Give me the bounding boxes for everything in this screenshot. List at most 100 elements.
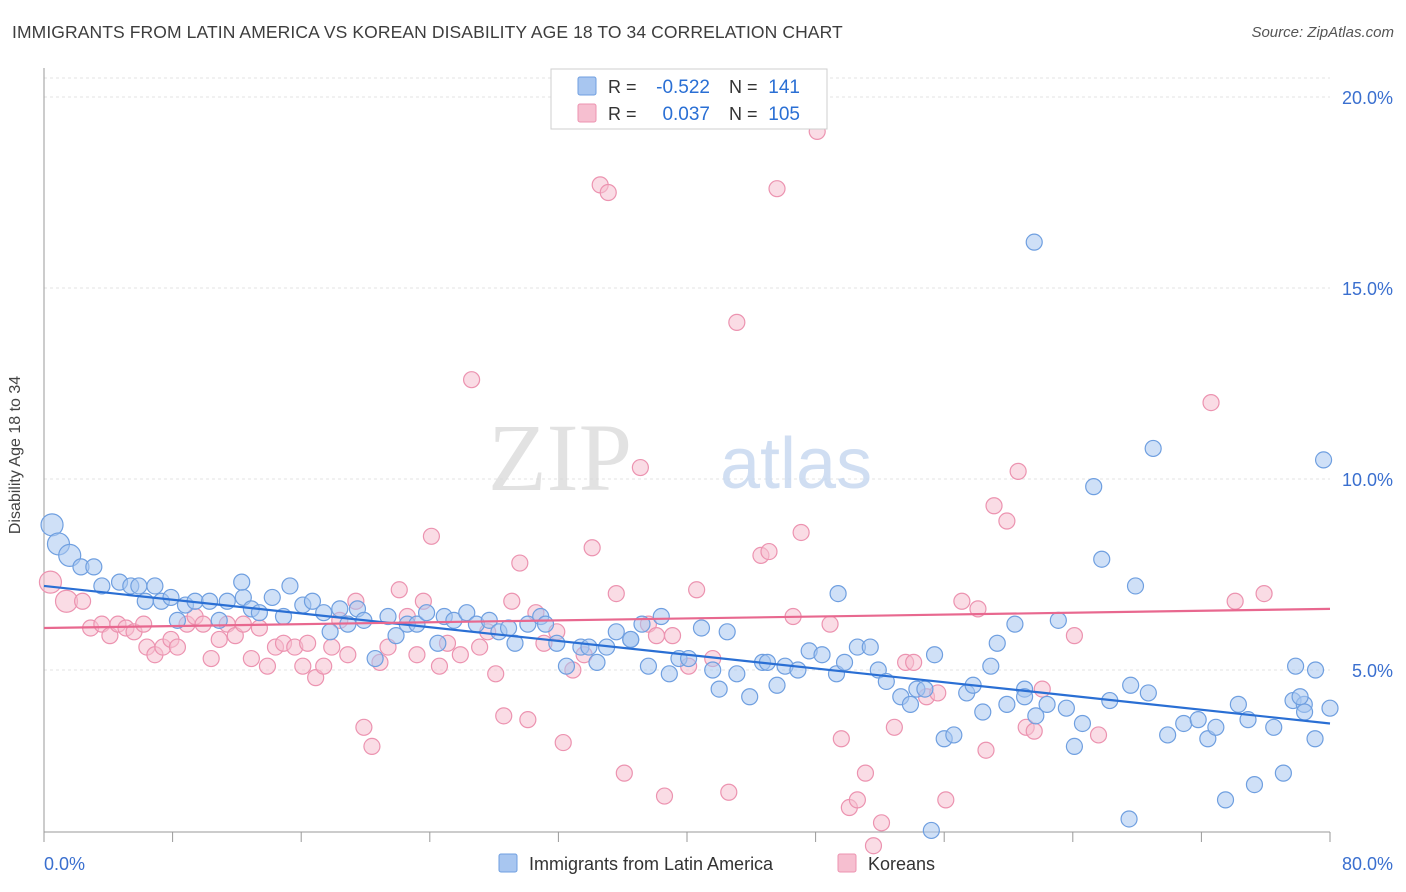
latin-america-point: [922, 821, 940, 840]
x-tick-label-min: 0.0%: [44, 854, 85, 874]
latin-america-point: [988, 634, 1006, 652]
latin-america-point: [417, 604, 436, 622]
latin-america-point: [741, 688, 759, 706]
latin-america-point: [281, 577, 299, 595]
latin-america-point: [1291, 688, 1309, 706]
koreans-point: [768, 180, 786, 198]
koreans-points: [38, 122, 1273, 855]
latin-america-point: [607, 623, 625, 641]
koreans-point: [462, 371, 481, 389]
latin-america-point: [945, 726, 963, 744]
koreans-point: [503, 592, 521, 610]
koreans-point: [250, 619, 269, 637]
latin-america-point: [315, 604, 333, 622]
koreans-point: [487, 665, 505, 683]
koreans-point: [1089, 726, 1108, 744]
legend-swatch-pink: [577, 103, 597, 123]
koreans-point: [210, 630, 228, 649]
latin-america-point: [1015, 688, 1034, 706]
koreans-point: [792, 523, 810, 542]
correlation-legend: R = -0.522 N = 141 R = 0.037 N = 105: [550, 68, 828, 130]
koreans-point: [864, 837, 883, 855]
latin-america-point: [718, 623, 736, 641]
latin-america-point: [85, 558, 103, 576]
y-axis-label-text: Disability Age 18 to 34: [7, 375, 24, 535]
y-tick-label: 20.0%: [1342, 88, 1393, 108]
koreans-point: [728, 313, 746, 331]
y-tick-label: 5.0%: [1352, 661, 1393, 681]
latin-america-point: [321, 623, 339, 641]
latin-america-point: [639, 657, 658, 675]
legend-n-label-pink: N =: [729, 104, 758, 124]
latin-america-point: [1027, 707, 1045, 725]
latin-america-point: [1245, 775, 1264, 794]
latin-america-point: [1229, 695, 1247, 713]
koreans-point: [1033, 680, 1051, 698]
latin-america-point: [1038, 695, 1056, 713]
latin-america-point: [1207, 718, 1225, 736]
latin-america-points: [40, 233, 1339, 840]
latin-america-point: [1175, 714, 1193, 733]
latin-america-point: [1287, 657, 1305, 675]
latin-america-point: [233, 573, 251, 591]
latin-america-point: [1306, 661, 1325, 679]
latin-america-point: [588, 653, 606, 671]
koreans-point: [168, 638, 187, 656]
latin-america-point: [1122, 676, 1140, 694]
latin-america-trendline: [43, 584, 1331, 725]
latin-america-point: [93, 577, 111, 595]
latin-america-point: [1314, 451, 1333, 469]
latin-america-point: [263, 588, 281, 607]
latin-america-point: [982, 657, 1000, 675]
latin-america-point: [813, 646, 831, 664]
latin-america-point: [146, 577, 164, 595]
chart-title: IMMIGRANTS FROM LATIN AMERICA VS KOREAN …: [12, 22, 843, 42]
latin-america-point: [1321, 699, 1339, 717]
latin-america-point: [303, 592, 322, 610]
koreans-point: [953, 592, 971, 610]
koreans-point: [511, 554, 529, 572]
koreans-point: [1065, 627, 1084, 645]
legend-r-value-pink: 0.037: [662, 104, 710, 125]
latin-america-point: [429, 634, 447, 652]
koreans-point: [720, 783, 738, 801]
latin-america-point: [1120, 810, 1138, 828]
latin-america-point: [250, 604, 269, 622]
koreans-point: [471, 638, 489, 656]
series-legend-label-blue: Immigrants from Latin America: [529, 854, 774, 874]
koreans-point: [135, 615, 153, 633]
koreans-point: [194, 615, 212, 633]
koreans-point: [73, 592, 92, 610]
koreans-point: [1255, 584, 1273, 603]
koreans-point: [294, 657, 312, 675]
koreans-point: [905, 653, 923, 671]
watermark-zip: ZIP: [488, 404, 632, 511]
koreans-point: [339, 646, 357, 664]
koreans-point: [607, 584, 625, 603]
koreans-point: [885, 718, 903, 736]
koreans-point: [1226, 592, 1244, 610]
legend-n-label-blue: N =: [729, 77, 758, 97]
latin-america-point: [548, 634, 566, 652]
koreans-point: [937, 791, 955, 809]
latin-america-point: [580, 638, 598, 656]
koreans-point: [969, 600, 987, 618]
koreans-point: [583, 539, 601, 557]
latin-america-point: [829, 584, 847, 603]
koreans-point: [599, 183, 617, 202]
koreans-point: [315, 657, 333, 675]
latin-america-point: [1057, 699, 1075, 717]
latin-america-point: [387, 627, 405, 645]
latin-america-point: [660, 665, 678, 683]
latin-america-point: [168, 611, 187, 629]
legend-r-value-blue: -0.522: [656, 77, 710, 98]
koreans-point: [977, 741, 995, 759]
koreans-point: [832, 730, 850, 748]
source-credit: Source: ZipAtlas.com: [1251, 24, 1394, 41]
koreans-point: [655, 787, 674, 805]
latin-america-point: [1274, 764, 1292, 782]
koreans-point: [1009, 462, 1027, 480]
latin-america-point: [1216, 791, 1235, 809]
latin-america-point: [162, 588, 180, 607]
